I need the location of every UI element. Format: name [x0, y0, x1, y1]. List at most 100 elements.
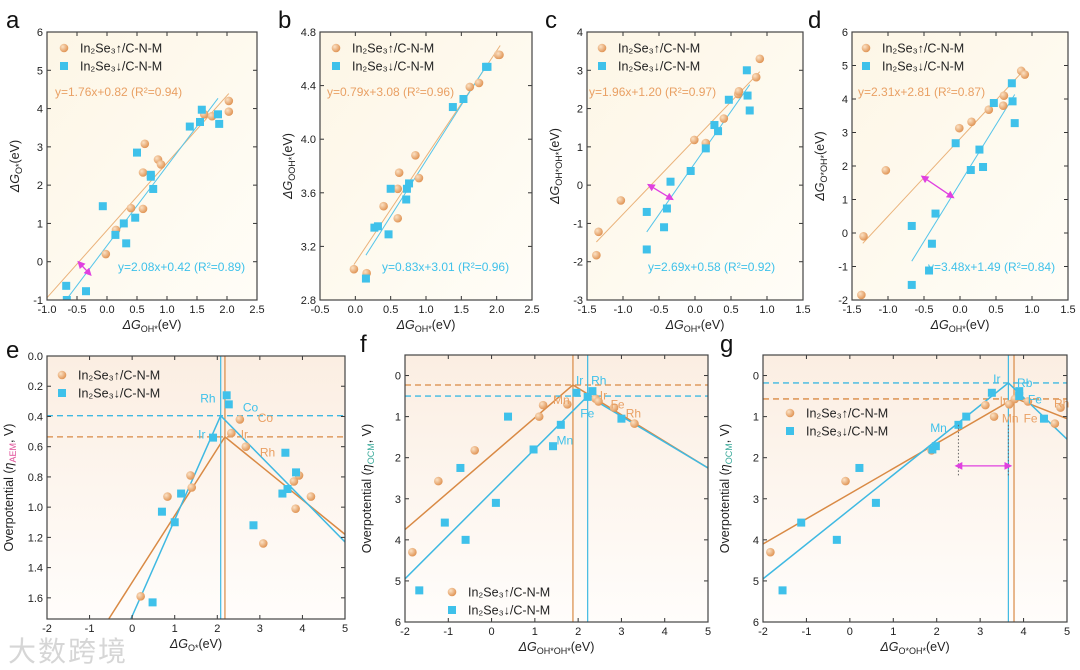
y-label-sub: OCM: [724, 443, 734, 464]
x-label-unit: (eV): [158, 318, 182, 332]
point-up: [755, 54, 765, 64]
legend-marker-down: [448, 606, 456, 614]
y-label-pre: Overpotential (: [718, 470, 732, 553]
y-axis-label: ΔGOH*OH*(eV): [548, 128, 564, 205]
point-up: [734, 87, 744, 96]
y-tick-label: 2: [753, 453, 759, 465]
y-label-sub: OCM: [366, 443, 376, 464]
point-down: [832, 535, 841, 544]
panel-g: g -2 -1 0 1 2 3 4 5 0 1 2 3 4 5 6 ΔGO*OH*(eV) Overpotenti…: [718, 331, 1070, 656]
y-axis-label: Overpotential (ηAEM, V): [2, 424, 18, 552]
y-tick-label: 2: [37, 180, 43, 192]
point-down: [686, 166, 695, 175]
y-tick-label: 4: [37, 104, 43, 116]
y-axis-label: ΔGO*(eV): [8, 140, 24, 193]
point-down: [549, 442, 558, 451]
y-tick-label: 3: [842, 128, 848, 140]
metal-label-up: Rh: [260, 446, 275, 460]
point-up: [138, 204, 148, 214]
x-tick-label: 1.5: [1060, 304, 1075, 316]
x-tick-label: -2: [400, 626, 410, 638]
panel-c: c-1.5 -1.0 -0.5 0.0 0.5 1.0 1.5-3-2-101234ΔGOH…: [545, 7, 811, 334]
point-up: [411, 150, 420, 160]
point-down: [386, 184, 395, 193]
point-down: [931, 442, 940, 451]
point-down: [987, 388, 996, 397]
x-axis-label: ΔGOH*OH*(eV): [518, 640, 595, 656]
y-tick-label: 0.4: [28, 411, 43, 423]
metal-label-down: Ir: [198, 428, 205, 442]
legend-marker-up: [331, 43, 341, 53]
point-down: [724, 95, 733, 104]
metal-label-up: Mn: [553, 393, 570, 407]
fit-line-up: [47, 93, 230, 299]
plot-frame: [46, 31, 258, 301]
panel-e: e -2 -1 0 1 2 3 4 5 0.0 0.2 0.4 0.6 0.8 1.0 1.2 1.4 1.6 ΔG…: [2, 337, 348, 653]
x-tick-label: 3: [257, 623, 263, 635]
x-tick-label: -0.5: [311, 304, 330, 316]
x-tick-label: 4: [1021, 626, 1027, 638]
point-up: [989, 412, 999, 421]
point-down: [701, 144, 710, 153]
legend-marker-up: [447, 587, 457, 597]
y-tick-label: 1.4: [28, 563, 43, 575]
x-tick-label: -0.5: [915, 304, 934, 316]
y-tick-label: 0: [37, 257, 43, 269]
x-label-sub: O*OH*: [898, 646, 926, 656]
point-down: [931, 209, 940, 218]
legend-label-down: In₂Se₃↓/C-N-M: [468, 604, 550, 618]
point-up: [224, 96, 234, 106]
legend-marker-down: [60, 62, 68, 70]
plot-content: [857, 66, 1030, 300]
y-tick-label: 3: [37, 142, 43, 154]
metal-label-up: Fe: [611, 397, 625, 411]
x-tick-label: 1.5: [189, 304, 204, 316]
y-label-post: , V): [360, 424, 374, 443]
x-tick-label: 2: [575, 626, 581, 638]
plot-content: [405, 355, 708, 622]
x-label-main: ΔG: [122, 318, 141, 332]
legend-label-down: In₂Se₃↓/C-N-M: [882, 60, 964, 74]
point-up: [841, 476, 850, 486]
x-tick-label: 4: [299, 623, 305, 635]
y-tick-label: 3.6: [301, 188, 316, 200]
y-tick-label: 6: [842, 27, 848, 39]
legend-marker-up: [597, 43, 607, 53]
point-up: [766, 547, 775, 557]
plot-content: [47, 356, 345, 619]
point-down: [459, 95, 468, 103]
point-down: [745, 106, 754, 115]
metal-label-down: Ir: [993, 372, 1000, 386]
legend-label-down: In₂Se₃↓/C-N-M: [352, 60, 434, 74]
x-axis-label: ΔGOH*(eV): [122, 318, 182, 334]
legend-marker-down: [332, 62, 340, 70]
x-label-unit: (eV): [199, 637, 223, 651]
point-down: [196, 117, 204, 126]
point-up: [224, 107, 234, 116]
fit-equation-up: y=1.76x+0.82 (R²=0.94): [55, 85, 182, 99]
point-down: [373, 222, 382, 231]
point-up: [689, 135, 699, 145]
point-down: [62, 281, 71, 290]
legend-marker-up: [59, 43, 69, 53]
point-down: [556, 420, 565, 429]
legend-label-up: In₂Se₃↑/C-N-M: [78, 369, 160, 383]
point-down: [62, 296, 71, 300]
y-tick-label: 0: [842, 228, 848, 240]
x-tick-label: 0.0: [348, 304, 363, 316]
metal-label-down: Rh: [200, 391, 215, 405]
y-tick-label: 4.0: [301, 134, 316, 146]
y-label-eta: η: [2, 462, 16, 469]
point-up: [379, 201, 388, 211]
y-label-unit: (eV): [8, 140, 22, 164]
x-tick-label: -1.0: [614, 304, 633, 316]
point-down: [456, 463, 465, 472]
y-tick-label: 2: [395, 453, 401, 465]
point-down: [402, 195, 411, 204]
point-up: [538, 400, 548, 410]
point-up: [227, 428, 236, 438]
plot-frame: [46, 355, 346, 620]
y-tick-label: 4: [395, 535, 401, 547]
point-down: [1010, 119, 1019, 128]
point-up: [138, 168, 148, 177]
